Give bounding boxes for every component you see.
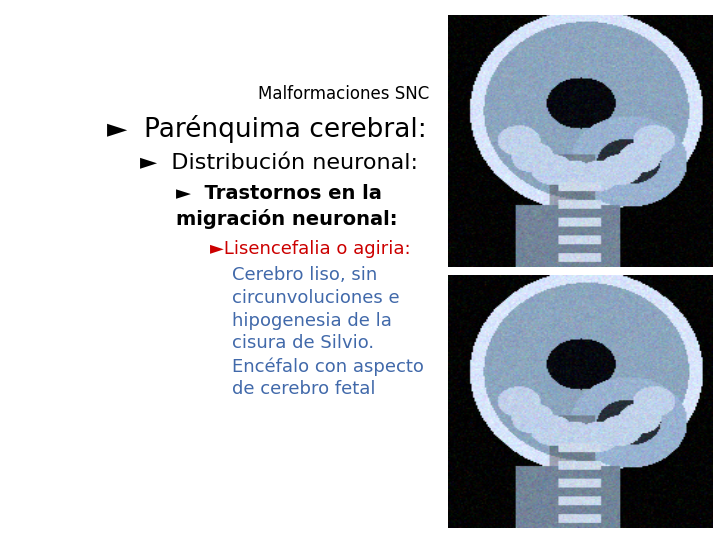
Text: Cerebro liso, sin: Cerebro liso, sin xyxy=(233,266,377,284)
Text: ►  Trastornos en la: ► Trastornos en la xyxy=(176,184,382,203)
Text: ►Lisencefalia o agiria:: ►Lisencefalia o agiria: xyxy=(210,240,410,258)
Text: cisura de Silvio.: cisura de Silvio. xyxy=(233,334,374,353)
Text: Malformaciones SNC: Malformaciones SNC xyxy=(258,85,430,103)
Text: circunvoluciones e: circunvoluciones e xyxy=(233,289,400,307)
Text: Encéfalo con aspecto: Encéfalo con aspecto xyxy=(233,357,424,375)
Text: ►  Parénquima cerebral:: ► Parénquima cerebral: xyxy=(107,115,426,143)
Text: migración neuronal:: migración neuronal: xyxy=(176,210,398,230)
Text: ►  Distribución neuronal:: ► Distribución neuronal: xyxy=(140,152,418,172)
Text: de cerebro fetal: de cerebro fetal xyxy=(233,380,376,398)
Text: hipogenesia de la: hipogenesia de la xyxy=(233,312,392,329)
